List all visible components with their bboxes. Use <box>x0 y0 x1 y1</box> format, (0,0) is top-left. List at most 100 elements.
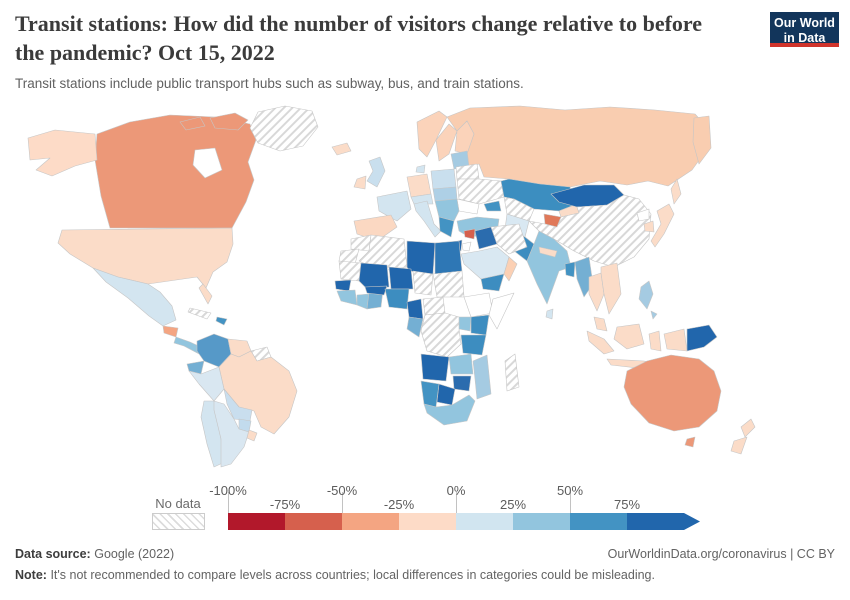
country-usa-florida[interactable] <box>198 283 213 305</box>
country-spain-portugal[interactable] <box>353 214 398 242</box>
country-namibia[interactable] <box>420 380 440 408</box>
country-malaysia[interactable] <box>593 316 608 332</box>
footer-link[interactable]: OurWorldinData.org/coronavirus | CC BY <box>607 547 835 561</box>
country-west-papua[interactable] <box>663 328 688 352</box>
country-central-african-republic[interactable] <box>422 296 446 316</box>
country-italy[interactable] <box>413 200 442 238</box>
country-central-europe[interactable] <box>432 186 458 202</box>
country-egypt[interactable] <box>434 240 463 275</box>
country-sri-lanka[interactable] <box>545 308 554 320</box>
country-indochina[interactable] <box>600 262 622 315</box>
country-nepal[interactable] <box>538 246 558 258</box>
country-zimbabwe[interactable] <box>452 375 472 392</box>
country-mozambique[interactable] <box>472 354 492 400</box>
country-greenland[interactable] <box>249 105 319 152</box>
country-alpine-states[interactable] <box>410 193 434 205</box>
country-south-africa[interactable] <box>423 394 476 426</box>
country-iran[interactable] <box>490 223 528 255</box>
country-sulawesi[interactable] <box>648 330 662 352</box>
country-france[interactable] <box>376 190 412 222</box>
country-japan[interactable] <box>650 203 675 248</box>
country-tasmania[interactable] <box>684 436 696 448</box>
country-morocco[interactable] <box>350 234 372 252</box>
country-sudan[interactable] <box>432 270 465 298</box>
country-thailand[interactable] <box>588 272 605 312</box>
country-philippines[interactable] <box>638 280 658 320</box>
country-chad[interactable] <box>412 270 434 296</box>
country-guatemala[interactable] <box>162 325 179 338</box>
country-north-korea[interactable] <box>636 208 650 222</box>
country-yemen[interactable] <box>480 273 505 292</box>
country-cuba[interactable] <box>187 307 212 320</box>
country-ireland[interactable] <box>353 175 367 190</box>
country-argentina[interactable] <box>213 400 250 468</box>
country-borneo[interactable] <box>613 323 645 350</box>
country-mali[interactable] <box>358 262 390 290</box>
country-russia[interactable] <box>446 105 708 188</box>
country-australia[interactable] <box>623 354 722 432</box>
legend-bin-7[interactable] <box>627 513 684 530</box>
country-germany[interactable] <box>406 173 432 198</box>
country-sumatra[interactable] <box>586 330 615 355</box>
legend-bin-4[interactable] <box>456 513 513 530</box>
country-canada-arctic-islands[interactable] <box>179 112 249 131</box>
country-canada[interactable] <box>94 114 257 229</box>
owid-logo[interactable]: Our World in Data <box>770 12 839 47</box>
country-china[interactable] <box>528 194 652 268</box>
country-caucasus[interactable] <box>483 200 502 212</box>
country-denmark[interactable] <box>415 164 426 174</box>
country-sweden[interactable] <box>435 123 458 162</box>
country-finland[interactable] <box>454 120 475 155</box>
country-usa[interactable] <box>57 227 234 289</box>
country-uzbekistan-turkmenistan[interactable] <box>503 196 535 222</box>
legend-bin-0[interactable] <box>228 513 285 530</box>
country-bangladesh[interactable] <box>564 261 576 278</box>
legend-bin-6[interactable] <box>570 513 627 530</box>
country-alaska[interactable] <box>27 129 98 177</box>
legend-bin-3[interactable] <box>399 513 456 530</box>
country-cameroon[interactable] <box>406 298 424 320</box>
country-angola[interactable] <box>420 353 450 382</box>
country-new-zealand[interactable] <box>730 418 756 455</box>
country-kenya[interactable] <box>470 314 490 336</box>
legend-bin-5[interactable] <box>513 513 570 530</box>
country-botswana[interactable] <box>436 383 456 406</box>
country-uruguay[interactable] <box>246 429 258 442</box>
country-papua-new-guinea[interactable] <box>686 324 718 352</box>
country-uganda[interactable] <box>458 316 472 332</box>
country-ethiopia[interactable] <box>463 292 494 318</box>
country-peru[interactable] <box>188 366 225 402</box>
country-balkans[interactable] <box>434 198 460 222</box>
country-south-korea[interactable] <box>643 220 655 233</box>
country-iceland[interactable] <box>331 142 352 156</box>
country-guinea[interactable] <box>336 289 358 306</box>
country-oman[interactable] <box>503 256 518 282</box>
country-madagascar[interactable] <box>504 353 520 392</box>
legend-no-data-swatch[interactable] <box>152 513 205 530</box>
country-ukraine[interactable] <box>456 178 505 205</box>
country-hispaniola[interactable] <box>215 316 228 326</box>
country-sakhalin[interactable] <box>670 178 682 205</box>
legend-bin-1[interactable] <box>285 513 342 530</box>
country-somalia[interactable] <box>488 292 515 330</box>
country-dr-congo[interactable] <box>420 312 462 358</box>
country-tanzania[interactable] <box>460 334 487 356</box>
country-niger[interactable] <box>388 266 414 290</box>
country-zambia[interactable] <box>448 353 474 375</box>
country-mexico[interactable] <box>92 267 177 327</box>
country-syria[interactable] <box>463 228 476 240</box>
country-burkina-faso[interactable] <box>364 285 388 296</box>
country-greece[interactable] <box>438 216 455 238</box>
country-uk[interactable] <box>366 156 386 188</box>
legend-bin-2[interactable] <box>342 513 399 530</box>
country-nigeria[interactable] <box>384 288 410 310</box>
country-mauritania[interactable] <box>338 260 362 282</box>
country-belarus[interactable] <box>455 163 480 180</box>
country-senegal[interactable] <box>334 279 352 292</box>
country-gabon-congo[interactable] <box>406 316 424 338</box>
country-russia-kamchatka[interactable] <box>692 115 712 165</box>
country-poland[interactable] <box>430 168 457 190</box>
country-myanmar[interactable] <box>574 256 594 298</box>
country-jordan[interactable] <box>461 241 472 252</box>
country-india[interactable] <box>526 230 572 305</box>
